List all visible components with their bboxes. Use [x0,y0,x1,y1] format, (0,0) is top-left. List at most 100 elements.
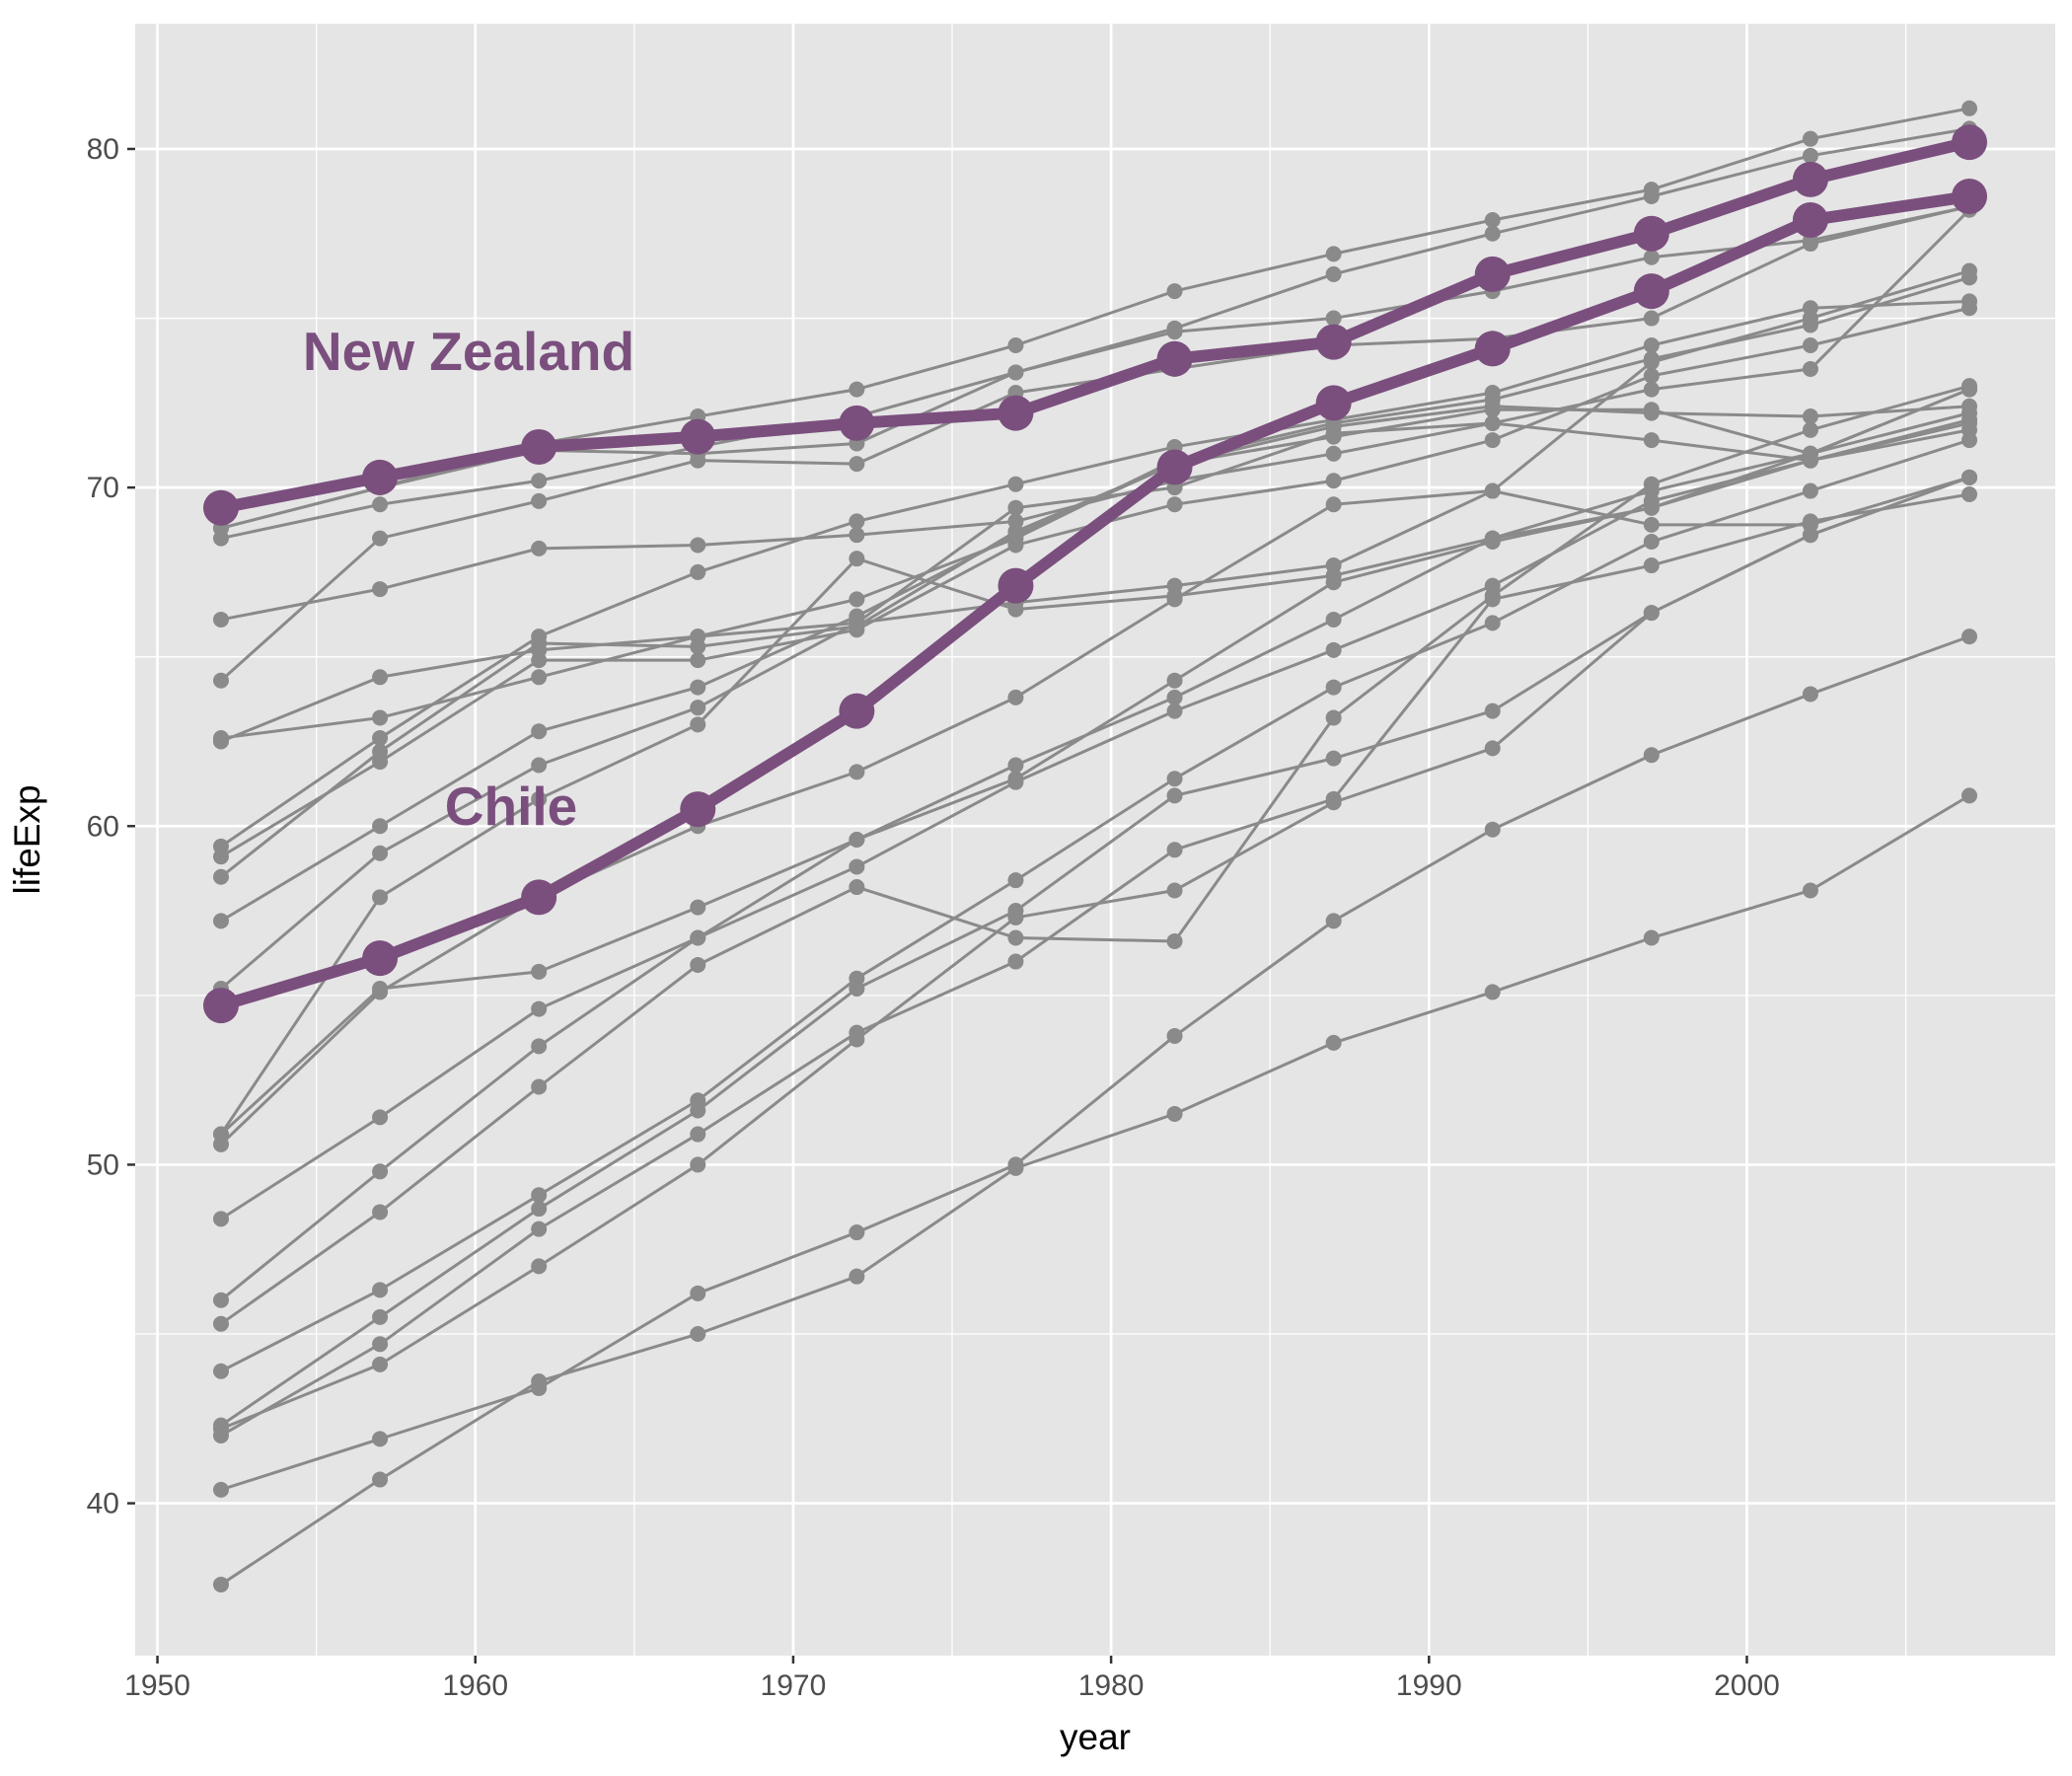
highlight-point-new-zealand [362,459,399,495]
data-point [690,563,706,580]
data-point [531,963,548,980]
data-point [1007,872,1024,889]
data-point [1961,629,1978,645]
data-point [372,743,389,760]
data-point [212,1211,229,1227]
data-point [1961,432,1978,449]
data-point [690,716,706,733]
data-point [1961,100,1978,116]
series-line-2 [220,126,1970,541]
data-point [849,980,865,997]
data-point [1643,534,1660,551]
highlight-point-chile [839,693,875,729]
series-line-16 [220,428,1970,1221]
data-point [372,1163,389,1180]
data-point [1484,740,1501,757]
data-point [1007,909,1024,925]
data-point [1643,605,1660,622]
data-point [690,1285,706,1301]
data-point [849,513,865,530]
data-point [1961,469,1978,485]
data-point [1007,527,1024,544]
highlight-point-chile [1792,202,1828,239]
data-point [849,1224,865,1241]
label-new-zealand: New Zealand [303,321,634,382]
x-tick-label: 1980 [1078,1669,1145,1702]
data-point [212,1481,229,1498]
data-point [1643,929,1660,946]
data-point [212,1315,229,1332]
data-point [1961,485,1978,502]
data-point [372,1336,389,1353]
data-point [531,723,548,740]
y-axis: 40 50 60 70 80 [87,133,135,1520]
series-line-22 [220,476,1970,1431]
data-point [1643,747,1660,764]
highlight-point-new-zealand [1633,215,1669,252]
highlight-point-chile [998,567,1034,604]
data-point [1484,385,1501,402]
data-point [372,1471,389,1488]
major-gridlines [135,24,2055,1656]
panel-background [135,24,2055,1656]
data-point [372,818,389,835]
data-point [1325,913,1342,929]
data-point [849,527,865,544]
data-point [531,1187,548,1204]
data-point [372,980,389,997]
data-point [212,611,229,628]
data-point [372,1356,389,1372]
highlight-point-chile [1315,385,1352,421]
series-line-19 [220,438,1970,1373]
data-point [1166,882,1183,899]
series-line-21 [220,492,1970,1438]
data-point [372,1308,389,1325]
background-series-lines [219,107,1971,1587]
data-point [1166,591,1183,608]
data-point [212,1421,229,1438]
data-point [1961,787,1978,804]
data-point [1166,1105,1183,1122]
x-tick-label: 1970 [761,1669,827,1702]
data-point [849,551,865,567]
highlight-point-chile [1474,331,1511,367]
data-point [1166,932,1183,949]
highlight-point-new-zealand [1792,161,1828,197]
data-point [1325,679,1342,696]
data-point [1166,703,1183,719]
data-point [1484,615,1501,631]
highlight-point-new-zealand [1315,324,1352,360]
data-point [1325,709,1342,726]
data-point [1484,414,1501,431]
data-point [531,669,548,686]
highlight-point-new-zealand [1474,256,1511,292]
data-point [849,858,865,875]
data-point [1643,492,1660,509]
data-point [849,591,865,608]
data-point [1007,499,1024,516]
data-point [690,700,706,716]
highlight-point-chile [362,940,399,977]
highlight-point-chile [1633,273,1669,310]
data-point [1007,774,1024,790]
x-tick-label: 1960 [442,1669,508,1702]
data-point [1325,425,1342,442]
series-line-12 [220,421,1970,991]
data-point [372,1204,389,1221]
data-point [1643,432,1660,449]
series-line-11 [220,388,1970,923]
highlight-line-chile [214,190,1976,1012]
data-point [1007,929,1024,946]
data-point [1643,188,1660,205]
data-point [1007,689,1024,705]
data-point [1643,367,1660,384]
data-point [1484,703,1501,719]
data-point [1007,757,1024,774]
data-point [849,1031,865,1048]
data-point [1802,513,1818,530]
data-point [1802,130,1818,147]
data-point [1961,378,1978,395]
data-point [849,615,865,631]
y-tick-label: 70 [87,472,119,504]
